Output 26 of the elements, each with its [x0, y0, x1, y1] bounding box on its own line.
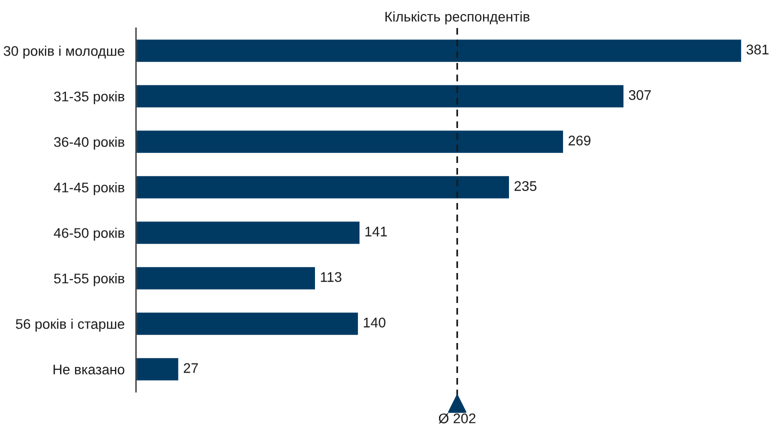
chart-title: Кількість респондентів: [385, 11, 530, 24]
y-tick-label: 41-45 років: [54, 182, 124, 196]
bar: [136, 84, 625, 109]
data-label: 381: [746, 44, 768, 54]
data-label: 235: [514, 181, 536, 191]
bar: [136, 220, 361, 246]
data-label: 307: [628, 90, 651, 100]
ref-line-label: Ø 202: [438, 413, 476, 424]
bar: [136, 38, 743, 64]
data-label: 113: [320, 272, 342, 282]
bar: [136, 356, 180, 382]
y-tick-label: Не вказано: [54, 364, 124, 374]
y-tick-label: 51-55 років: [54, 273, 124, 286]
bar: [136, 311, 360, 336]
bar: [136, 266, 316, 291]
data-label: 141: [365, 226, 387, 236]
data-label: 269: [568, 136, 590, 146]
y-tick-label: 31-35 років: [54, 91, 124, 104]
data-label: 27: [184, 363, 198, 373]
bar: [136, 174, 510, 200]
y-tick-label: 46-50 років: [54, 228, 124, 241]
y-tick-label: 56 років і старше: [16, 318, 124, 332]
bar: [136, 129, 564, 154]
data-label: 140: [364, 318, 386, 328]
y-tick-label: 36-40 років: [54, 136, 124, 150]
y-tick-label: 30 років і молодше: [4, 46, 124, 59]
